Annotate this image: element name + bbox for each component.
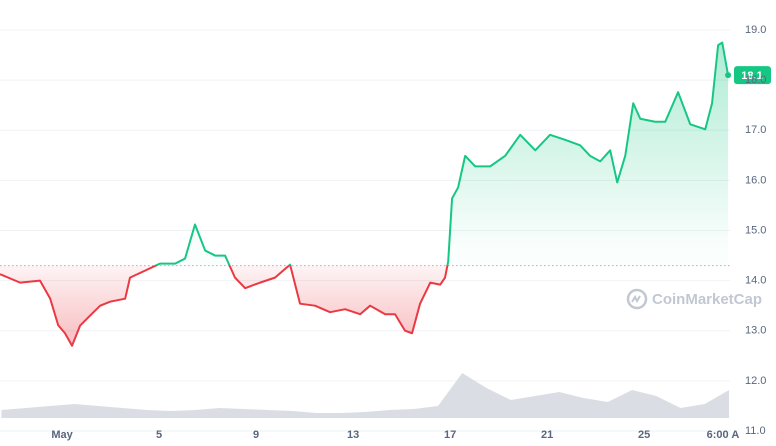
y-tick-label: 12.0 xyxy=(745,375,766,387)
x-tick-label: 9 xyxy=(253,429,259,441)
x-tick-label: 21 xyxy=(541,429,553,441)
x-tick-label: 6:00 A xyxy=(707,429,740,441)
x-tick-label: 13 xyxy=(347,429,359,441)
watermark: CoinMarketCap xyxy=(626,288,762,310)
y-tick-label: 14.0 xyxy=(745,275,766,287)
watermark-logo-mark xyxy=(631,294,641,304)
y-tick-label: 17.0 xyxy=(745,124,766,136)
watermark-text: CoinMarketCap xyxy=(652,291,762,308)
y-tick-label: 11.0 xyxy=(745,425,766,437)
axes: 11.0 12.0 13.0 14.0 15.0 16.0 17.0 18.0 19.0 May 5… xyxy=(51,24,766,441)
watermark-logo xyxy=(626,288,648,310)
area-up xyxy=(155,42,729,266)
plot: 18.1 xyxy=(0,41,771,347)
last-point xyxy=(725,72,732,79)
price-tag-label: 18.1 xyxy=(741,70,762,82)
volume-area xyxy=(1,373,730,418)
y-tick-label: 19.0 xyxy=(745,24,766,36)
x-tick-label: 25 xyxy=(638,429,650,441)
price-tag xyxy=(734,66,771,85)
y-tick-label: 16.0 xyxy=(745,174,766,186)
y-tick-label: 15.0 xyxy=(745,224,766,236)
area-down xyxy=(0,265,729,346)
x-tick-label: May xyxy=(51,429,73,441)
y-tick-label: 13.0 xyxy=(745,325,766,337)
price-line xyxy=(0,41,730,347)
x-tick-label: 17 xyxy=(444,429,456,441)
x-tick-label: 5 xyxy=(156,429,162,441)
y-tick-label: 18.0 xyxy=(745,74,766,86)
volume xyxy=(1,373,730,418)
